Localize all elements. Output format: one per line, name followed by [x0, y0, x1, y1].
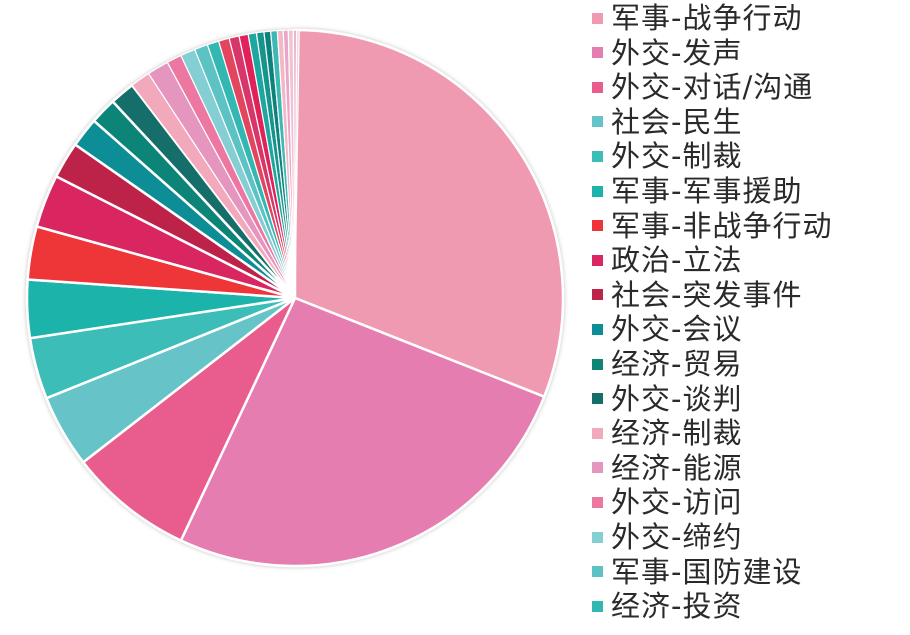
legend-marker [592, 393, 603, 405]
legend-item: 外交-访问 [592, 485, 742, 519]
legend-label: 经济-能源 [611, 450, 743, 485]
legend-marker [592, 12, 603, 24]
legend-label: 政治-立法 [611, 243, 743, 278]
pie-slice-0 [293, 28, 565, 399]
legend-label: 外交-发声 [611, 35, 743, 70]
legend-marker [592, 427, 603, 439]
legend-label: 外交-谈判 [611, 381, 743, 416]
legend-item: 外交-谈判 [592, 382, 742, 416]
legend-marker [592, 254, 603, 266]
legend-marker [592, 116, 603, 128]
legend-item: 社会-突发事件 [592, 278, 802, 312]
legend-item: 社会-民生 [592, 105, 742, 139]
legend-label: 外交-缔约 [611, 520, 743, 554]
legend-item: 政治-立法 [592, 243, 742, 277]
legend-item: 外交-会议 [592, 312, 742, 346]
pie-slice-unlabeled-29 [294, 29, 300, 299]
pie-chart [25, 28, 565, 568]
pie-slice-1 [179, 296, 546, 568]
legend-item: 外交-发声 [592, 36, 742, 70]
legend-label: 外交-制裁 [611, 139, 743, 174]
legend-marker [592, 185, 603, 197]
legend-item: 军事-战争行动 [592, 1, 802, 35]
legend-marker [592, 220, 603, 232]
legend-item: 外交-对话/沟通 [592, 70, 813, 104]
legend-label: 经济-贸易 [611, 347, 743, 381]
legend-item: 经济-投资 [592, 589, 742, 623]
legend-marker [592, 150, 603, 162]
legend-label: 经济-投资 [611, 589, 743, 624]
legend-marker [592, 323, 603, 335]
legend-item: 军事-非战争行动 [592, 209, 832, 243]
legend-marker [592, 531, 603, 543]
legend-label: 社会-突发事件 [611, 277, 803, 312]
legend-marker [592, 358, 603, 370]
legend-label: 外交-访问 [611, 485, 743, 520]
legend-marker [592, 289, 603, 301]
legend-label: 军事-军事援助 [611, 174, 803, 208]
legend-marker [592, 462, 603, 474]
legend-item: 军事-国防建设 [592, 555, 802, 589]
legend-label: 外交-会议 [611, 312, 743, 347]
legend-item: 外交-制裁 [592, 139, 742, 173]
legend-marker [592, 496, 603, 508]
legend-label: 军事-非战争行动 [611, 208, 833, 243]
legend-item: 军事-军事援助 [592, 174, 802, 208]
pie-slice-2 [81, 297, 297, 543]
legend-label: 军事-国防建设 [611, 554, 803, 589]
legend-item: 经济-能源 [592, 451, 742, 485]
legend-label: 社会-民生 [611, 104, 743, 139]
legend-item: 经济-制裁 [592, 416, 742, 450]
legend-label: 军事-战争行动 [611, 1, 803, 35]
legend-marker [592, 600, 603, 612]
legend-label: 外交-对话/沟通 [611, 70, 814, 105]
legend-marker [592, 81, 603, 93]
legend-marker [592, 566, 603, 578]
legend-marker [592, 47, 603, 59]
legend-item: 经济-贸易 [592, 347, 742, 381]
legend-item: 外交-缔约 [592, 520, 742, 554]
legend-label: 经济-制裁 [611, 416, 743, 451]
